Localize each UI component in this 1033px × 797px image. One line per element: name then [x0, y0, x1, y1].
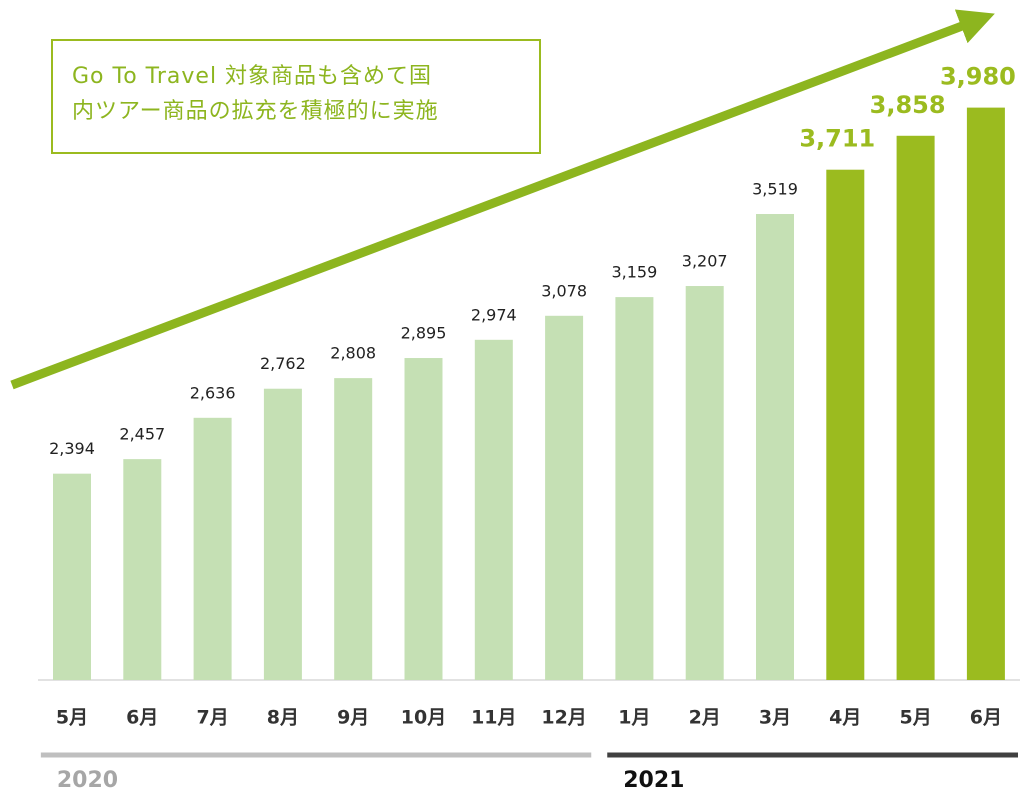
x-tick-label: 7月	[196, 707, 228, 729]
trend-arrow	[10, 9, 995, 390]
bar	[756, 214, 794, 680]
bar	[545, 315, 584, 680]
year-label: 2021	[623, 768, 684, 793]
value-label: 3,858	[870, 91, 946, 119]
bar	[615, 297, 654, 680]
x-tick-label: 9月	[337, 707, 369, 729]
value-label: 3,078	[541, 281, 587, 300]
bar	[966, 107, 1005, 681]
value-label: 3,980	[940, 63, 1016, 91]
year-label: 2020	[57, 768, 118, 793]
bar	[263, 388, 302, 680]
annotation-line: 内ツアー商品の拡充を積極的に実施	[72, 99, 439, 124]
x-tick-label: 12月	[541, 707, 586, 729]
value-label: 2,394	[49, 439, 95, 458]
bar	[826, 169, 865, 680]
bar	[334, 378, 373, 680]
x-tick-label: 4月	[829, 707, 861, 729]
value-label: 2,457	[119, 425, 165, 444]
bar	[474, 339, 513, 680]
x-tick-label: 10月	[401, 707, 446, 729]
x-tick-label: 8月	[267, 707, 299, 729]
x-tick-label: 5月	[56, 707, 88, 729]
annotation-box	[51, 39, 541, 154]
bar	[404, 358, 443, 680]
value-label: 3,207	[682, 252, 728, 271]
value-label: 3,519	[752, 180, 798, 199]
x-tick-label: 2月	[689, 707, 721, 729]
bar	[193, 417, 232, 680]
x-tick-label: 6月	[126, 707, 158, 729]
value-label: 2,974	[471, 305, 517, 324]
value-label: 2,762	[260, 354, 306, 373]
bar	[896, 135, 935, 680]
value-label: 2,636	[190, 383, 236, 402]
x-tick-label: 5月	[899, 707, 931, 729]
value-label: 2,808	[330, 344, 376, 363]
x-tick-label: 11月	[471, 707, 516, 729]
x-tick-label: 6月	[970, 707, 1002, 729]
bar	[53, 473, 91, 680]
value-label: 3,159	[611, 263, 657, 282]
x-tick-label: 3月	[759, 707, 791, 729]
value-label: 2,895	[401, 324, 447, 343]
annotation-line: Go To Travel 対象商品も含めて国	[72, 64, 432, 89]
x-tick-label: 1月	[618, 707, 650, 729]
value-label: 3,711	[799, 125, 875, 153]
bar	[685, 286, 724, 680]
bar	[123, 459, 162, 680]
